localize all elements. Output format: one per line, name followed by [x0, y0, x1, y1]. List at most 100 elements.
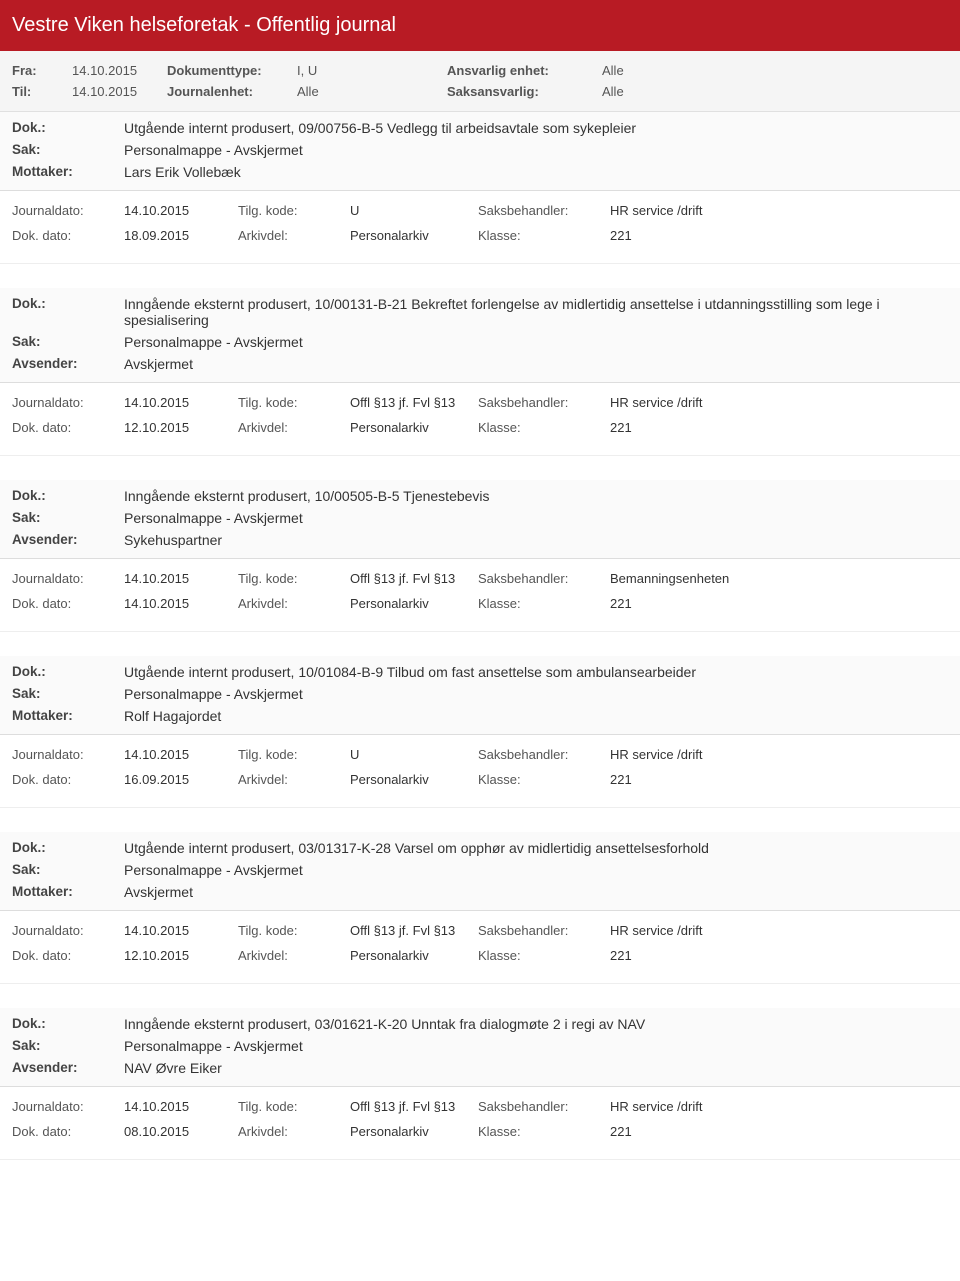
arkivdel-value: Personalarkiv: [350, 228, 478, 243]
filters-row-2: Til: 14.10.2015 Journalenhet: Alle Saksa…: [12, 84, 948, 99]
journaldato-label: Journaldato:: [12, 395, 124, 410]
saksansvarlig-value: Alle: [602, 84, 702, 99]
saksbehandler-value: HR service /drift: [610, 747, 702, 762]
saksbehandler-label: Saksbehandler:: [478, 571, 610, 586]
tilgkode-label: Tilg. kode:: [238, 203, 350, 218]
dokdato-value: 12.10.2015: [124, 948, 238, 963]
journaldato-label: Journaldato:: [12, 1099, 124, 1114]
party-label: Avsender:: [12, 1060, 124, 1076]
entry-body: Journaldato: 14.10.2015 Tilg. kode: Offl…: [0, 911, 960, 963]
dokdato-label: Dok. dato:: [12, 772, 124, 787]
arkivdel-label: Arkivdel:: [238, 420, 350, 435]
tilgkode-value: U: [350, 203, 478, 218]
filters-bar: Fra: 14.10.2015 Dokumenttype: I, U Ansva…: [0, 51, 960, 112]
journal-entry: Dok.: Utgående internt produsert, 09/007…: [0, 112, 960, 264]
journaldato-value: 14.10.2015: [124, 203, 238, 218]
klasse-value: 221: [610, 1124, 632, 1139]
party-value: Lars Erik Vollebæk: [124, 164, 948, 180]
dokdato-value: 08.10.2015: [124, 1124, 238, 1139]
entry-body: Journaldato: 14.10.2015 Tilg. kode: Offl…: [0, 383, 960, 435]
party-label: Mottaker:: [12, 884, 124, 900]
arkivdel-value: Personalarkiv: [350, 772, 478, 787]
klasse-value: 221: [610, 420, 632, 435]
tilgkode-label: Tilg. kode:: [238, 1099, 350, 1114]
klasse-value: 221: [610, 948, 632, 963]
party-label: Avsender:: [12, 532, 124, 548]
journaldato-label: Journaldato:: [12, 923, 124, 938]
sak-label: Sak:: [12, 686, 124, 702]
arkivdel-value: Personalarkiv: [350, 1124, 478, 1139]
dok-value: Utgående internt produsert, 03/01317-K-2…: [124, 840, 948, 856]
page-header: Vestre Viken helseforetak - Offentlig jo…: [0, 0, 960, 51]
klasse-value: 221: [610, 596, 632, 611]
dokdato-label: Dok. dato:: [12, 420, 124, 435]
sak-value: Personalmappe - Avskjermet: [124, 142, 948, 158]
journal-entry: Dok.: Inngående eksternt produsert, 10/0…: [0, 480, 960, 632]
klasse-label: Klasse:: [478, 228, 610, 243]
filters-row-1: Fra: 14.10.2015 Dokumenttype: I, U Ansva…: [12, 63, 948, 78]
ansvarlig-value: Alle: [602, 63, 702, 78]
arkivdel-label: Arkivdel:: [238, 1124, 350, 1139]
sak-label: Sak:: [12, 862, 124, 878]
party-value: Avskjermet: [124, 356, 948, 372]
party-label: Avsender:: [12, 356, 124, 372]
dok-label: Dok.:: [12, 296, 124, 328]
party-value: Avskjermet: [124, 884, 948, 900]
journaldato-value: 14.10.2015: [124, 1099, 238, 1114]
dok-label: Dok.:: [12, 840, 124, 856]
saksbehandler-label: Saksbehandler:: [478, 203, 610, 218]
saksbehandler-value: HR service /drift: [610, 203, 702, 218]
sak-label: Sak:: [12, 142, 124, 158]
dokdato-value: 18.09.2015: [124, 228, 238, 243]
doktype-label: Dokumenttype:: [167, 63, 297, 78]
saksbehandler-value: HR service /drift: [610, 1099, 702, 1114]
klasse-label: Klasse:: [478, 772, 610, 787]
journaldato-value: 14.10.2015: [124, 747, 238, 762]
journal-entry: Dok.: Utgående internt produsert, 03/013…: [0, 832, 960, 984]
dokdato-label: Dok. dato:: [12, 228, 124, 243]
journaldato-label: Journaldato:: [12, 747, 124, 762]
party-label: Mottaker:: [12, 164, 124, 180]
til-label: Til:: [12, 84, 72, 99]
arkivdel-label: Arkivdel:: [238, 772, 350, 787]
arkivdel-label: Arkivdel:: [238, 596, 350, 611]
tilgkode-value: Offl §13 jf. Fvl §13: [350, 571, 478, 586]
tilgkode-value: Offl §13 jf. Fvl §13: [350, 923, 478, 938]
dokdato-label: Dok. dato:: [12, 1124, 124, 1139]
dok-value: Utgående internt produsert, 10/01084-B-9…: [124, 664, 948, 680]
sak-value: Personalmappe - Avskjermet: [124, 1038, 948, 1054]
journaldato-label: Journaldato:: [12, 571, 124, 586]
entry-body: Journaldato: 14.10.2015 Tilg. kode: Offl…: [0, 559, 960, 611]
klasse-label: Klasse:: [478, 420, 610, 435]
til-value: 14.10.2015: [72, 84, 167, 99]
journaldato-value: 14.10.2015: [124, 395, 238, 410]
arkivdel-value: Personalarkiv: [350, 596, 478, 611]
page-title: Vestre Viken helseforetak - Offentlig jo…: [12, 14, 396, 36]
sak-label: Sak:: [12, 334, 124, 350]
klasse-label: Klasse:: [478, 596, 610, 611]
dok-value: Inngående eksternt produsert, 03/01621-K…: [124, 1016, 948, 1032]
dokdato-label: Dok. dato:: [12, 948, 124, 963]
entry-body: Journaldato: 14.10.2015 Tilg. kode: U Sa…: [0, 735, 960, 787]
sak-value: Personalmappe - Avskjermet: [124, 862, 948, 878]
journaldato-value: 14.10.2015: [124, 571, 238, 586]
arkivdel-label: Arkivdel:: [238, 228, 350, 243]
entry-header: Dok.: Utgående internt produsert, 09/007…: [0, 112, 960, 191]
entry-body: Journaldato: 14.10.2015 Tilg. kode: U Sa…: [0, 191, 960, 243]
dok-label: Dok.:: [12, 488, 124, 504]
dok-value: Inngående eksternt produsert, 10/00505-B…: [124, 488, 948, 504]
tilgkode-label: Tilg. kode:: [238, 571, 350, 586]
dokdato-value: 16.09.2015: [124, 772, 238, 787]
sak-value: Personalmappe - Avskjermet: [124, 510, 948, 526]
saksbehandler-label: Saksbehandler:: [478, 395, 610, 410]
fra-value: 14.10.2015: [72, 63, 167, 78]
saksbehandler-value: HR service /drift: [610, 923, 702, 938]
ansvarlig-label: Ansvarlig enhet:: [447, 63, 602, 78]
saksbehandler-value: Bemanningsenheten: [610, 571, 729, 586]
dokdato-value: 14.10.2015: [124, 596, 238, 611]
saksansvarlig-label: Saksansvarlig:: [447, 84, 602, 99]
fra-label: Fra:: [12, 63, 72, 78]
journalenhet-value: Alle: [297, 84, 447, 99]
arkivdel-label: Arkivdel:: [238, 948, 350, 963]
dokdato-label: Dok. dato:: [12, 596, 124, 611]
